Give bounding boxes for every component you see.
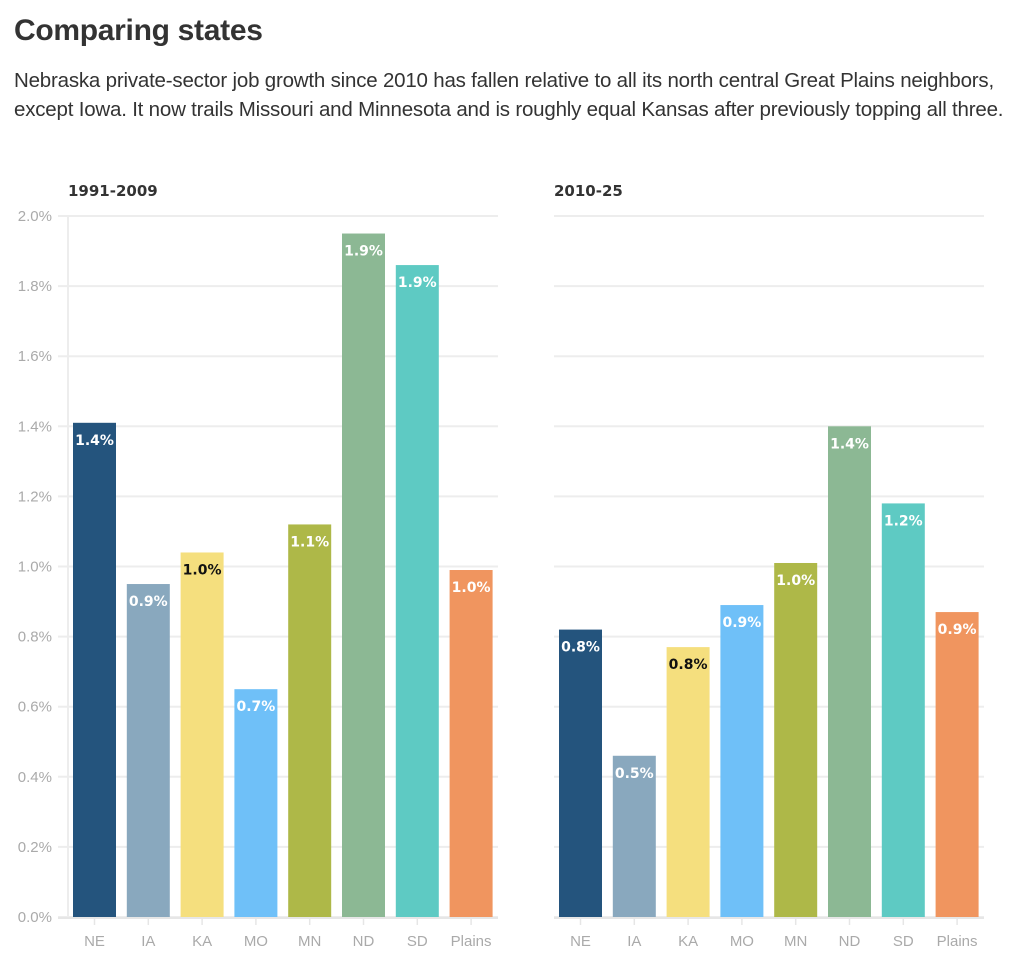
panel-1-bar-mn[interactable] — [288, 524, 332, 917]
panel-2-data-label-ia: 0.5% — [615, 766, 654, 782]
panel-1-bar-nd[interactable] — [342, 233, 385, 917]
panel-1-x-label-ka: KA — [192, 933, 212, 950]
panel-2-data-label-ne: 0.8% — [561, 640, 600, 656]
panel-1-x-label-mn: MN — [298, 933, 321, 950]
panel-1-x-label-ne: NE — [84, 933, 105, 950]
y-tick-label: 1.4% — [18, 418, 52, 435]
panel-2-data-label-sd: 1.2% — [884, 513, 923, 529]
panel-2-data-label-mo: 0.9% — [722, 615, 761, 631]
y-tick-label: 2.0% — [18, 208, 52, 225]
panel-2-data-label-nd: 1.4% — [830, 436, 869, 452]
panel-1-data-label-plains: 1.0% — [452, 580, 491, 596]
panel-2-bar-nd[interactable] — [828, 426, 871, 917]
panel-1-x-label-sd: SD — [407, 933, 428, 950]
y-tick-label: 1.6% — [18, 348, 52, 365]
panel-2-bar-plains[interactable] — [935, 612, 979, 917]
panel-2-x-label-ka: KA — [678, 933, 698, 950]
y-tick-label: 0.2% — [18, 839, 52, 856]
panel-2-x-label-nd: ND — [839, 933, 861, 950]
chart-title: Comparing states — [14, 14, 263, 47]
panel-1-title: 1991-2009 — [68, 182, 158, 200]
panel-1-x-label-nd: ND — [353, 933, 375, 950]
y-tick-label: 0.6% — [18, 699, 52, 716]
panel-2-data-label-plains: 0.9% — [938, 622, 977, 638]
y-tick-label: 0.4% — [18, 769, 52, 786]
panel-1-data-label-ka: 1.0% — [183, 562, 222, 578]
y-tick-label: 1.8% — [18, 278, 52, 295]
panel-2-data-label-ka: 0.8% — [669, 657, 708, 673]
panel-2-x-label-mo: MO — [730, 933, 754, 950]
panel-1-data-label-ne: 1.4% — [75, 433, 114, 449]
panel-1-bar-plains[interactable] — [449, 570, 493, 917]
panel-1-data-label-nd: 1.9% — [344, 244, 383, 260]
panel-1-bar-ia[interactable] — [126, 584, 170, 917]
panel-2-bar-mn[interactable] — [774, 562, 818, 917]
panel-2-x-label-mn: MN — [784, 933, 807, 950]
y-tick-label: 1.2% — [18, 488, 52, 505]
panel-2-title: 2010-25 — [554, 182, 623, 200]
panel-2-data-label-mn: 1.0% — [776, 573, 815, 589]
panel-1-data-label-sd: 1.9% — [398, 275, 437, 291]
panel-1-data-label-ia: 0.9% — [129, 594, 168, 610]
panel-1-x-label-ia: IA — [141, 933, 155, 950]
panel-2-bar-ka[interactable] — [666, 647, 710, 917]
y-tick-label: 0.0% — [18, 909, 52, 926]
panel-1-data-label-mn: 1.1% — [290, 534, 329, 550]
panel-2-bar-ne[interactable] — [559, 629, 602, 917]
panel-2-bar-sd[interactable] — [881, 503, 925, 917]
panel-1-bar-mo[interactable] — [234, 689, 278, 917]
chart-subtitle: Nebraska private-sector job growth since… — [14, 69, 1004, 121]
panel-2-x-label-ne: NE — [570, 933, 591, 950]
panel-1-bar-ka[interactable] — [180, 552, 224, 917]
panel-1-bar-sd[interactable] — [395, 265, 439, 917]
panel-2-x-label-ia: IA — [627, 933, 641, 950]
panel-2-bar-mo[interactable] — [720, 605, 764, 917]
panel-1-x-label-mo: MO — [244, 933, 268, 950]
panel-1-bar-ne[interactable] — [73, 422, 116, 917]
y-tick-label: 1.0% — [18, 559, 52, 576]
panel-1-x-label-plains: Plains — [451, 933, 492, 950]
panel-2-x-label-plains: Plains — [937, 933, 978, 950]
panel-2-x-label-sd: SD — [893, 933, 914, 950]
panel-1-data-label-mo: 0.7% — [236, 699, 275, 715]
panel-2-bar-ia[interactable] — [612, 755, 656, 917]
y-tick-label: 0.8% — [18, 629, 52, 646]
